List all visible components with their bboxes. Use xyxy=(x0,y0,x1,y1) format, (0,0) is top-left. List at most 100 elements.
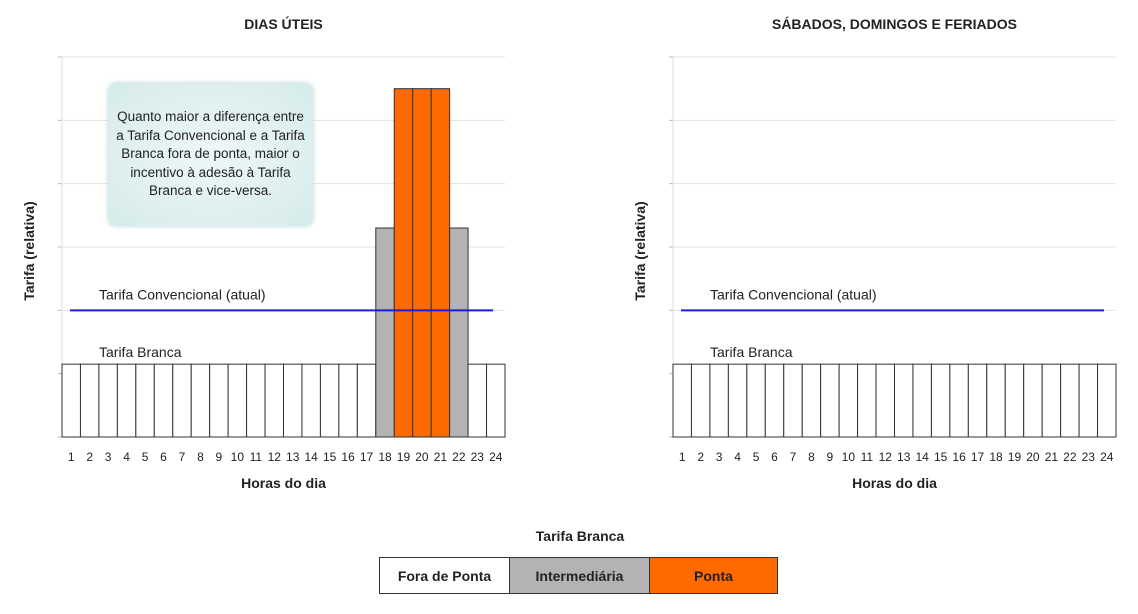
x-tick-label: 9 xyxy=(216,450,223,464)
x-tick-label: 17 xyxy=(360,450,374,464)
x-tick-label: 24 xyxy=(489,450,503,464)
legend-item-ponta: Ponta xyxy=(650,558,777,593)
x-tick-label: 17 xyxy=(971,450,985,464)
bar-hour-20 xyxy=(1023,363,1043,438)
x-tick-label: 22 xyxy=(452,450,466,464)
x-tick-label: 8 xyxy=(808,450,815,464)
x-tick-label: 20 xyxy=(415,450,429,464)
x-axis-label: Horas do dia xyxy=(241,475,326,491)
x-tick-label: 5 xyxy=(753,450,760,464)
x-tick-label: 4 xyxy=(123,450,130,464)
bar-hour-18 xyxy=(375,227,395,438)
bar-hour-17 xyxy=(356,363,377,438)
bar-hour-2 xyxy=(79,363,100,438)
bar-hour-21 xyxy=(430,88,451,438)
x-tick-label: 20 xyxy=(1026,450,1040,464)
bar-hour-7 xyxy=(172,363,192,438)
bar-hour-18 xyxy=(986,363,1006,438)
x-tick-label: 19 xyxy=(397,450,411,464)
x-tick-label: 13 xyxy=(897,450,911,464)
x-tick-label: 15 xyxy=(323,450,337,464)
y-axis-label: Tarifa (relativa) xyxy=(21,201,37,300)
bar-hour-11 xyxy=(246,363,266,438)
x-tick-label: 7 xyxy=(790,450,797,464)
reference-line-label: Tarifa Convencional (atual) xyxy=(99,286,266,302)
x-tick-label: 11 xyxy=(250,450,263,464)
bar-hour-10 xyxy=(227,363,248,438)
y-axis-label: Tarifa (relativa) xyxy=(632,201,648,300)
bar-hour-23 xyxy=(1078,363,1099,438)
bar-hour-12 xyxy=(264,363,284,438)
x-tick-label: 4 xyxy=(734,450,741,464)
x-tick-label: 8 xyxy=(197,450,204,464)
reference-line-label: Tarifa Convencional (atual) xyxy=(710,286,877,302)
bar-hour-12 xyxy=(875,363,896,438)
bar-hour-3 xyxy=(709,363,729,438)
annotation-text: Quanto maior a diferença entre a Tarifa … xyxy=(116,109,305,199)
x-tick-label: 6 xyxy=(771,450,778,464)
bar-hour-16 xyxy=(949,363,969,438)
x-tick-label: 23 xyxy=(1082,450,1096,464)
x-tick-label: 2 xyxy=(86,450,93,464)
bar-hour-21 xyxy=(1041,363,1062,438)
x-tick-label: 19 xyxy=(1008,450,1022,464)
annotation-box: Quanto maior a diferença entre a Tarifa … xyxy=(108,83,313,226)
x-tick-label: 21 xyxy=(434,450,448,464)
series-label-tarifa-branca: Tarifa Branca xyxy=(710,344,793,360)
x-tick-label: 18 xyxy=(378,450,392,464)
bar-hour-9 xyxy=(820,363,840,438)
x-tick-label: 7 xyxy=(179,450,186,464)
bar-hour-20 xyxy=(412,88,432,438)
bar-hour-23 xyxy=(467,363,488,438)
bar-hour-1 xyxy=(61,363,81,438)
x-axis-label: Horas do dia xyxy=(852,475,937,491)
x-tick-label: 2 xyxy=(697,450,704,464)
bar-hour-15 xyxy=(930,363,951,438)
x-tick-label: 5 xyxy=(142,450,149,464)
bar-hour-24 xyxy=(486,363,506,438)
bar-hour-8 xyxy=(190,363,211,438)
legend-item-fora-de-ponta: Fora de Ponta xyxy=(380,558,510,593)
x-tick-label: 22 xyxy=(1063,450,1077,464)
bar-hour-6 xyxy=(764,363,785,438)
bar-hour-13 xyxy=(283,363,303,438)
x-tick-label: 6 xyxy=(160,450,167,464)
bar-hour-2 xyxy=(690,363,711,438)
bar-hour-4 xyxy=(116,363,137,438)
x-tick-label: 10 xyxy=(842,450,856,464)
bar-hour-5 xyxy=(135,363,155,438)
x-tick-label: 13 xyxy=(286,450,300,464)
bar-hour-16 xyxy=(338,363,358,438)
x-tick-label: 24 xyxy=(1100,450,1114,464)
series-label-tarifa-branca: Tarifa Branca xyxy=(99,344,182,360)
x-tick-label: 12 xyxy=(879,450,893,464)
legend-item-intermediaria: Intermediária xyxy=(510,558,650,593)
x-tick-label: 14 xyxy=(916,450,930,464)
bar-hour-19 xyxy=(1004,363,1025,438)
x-tick-label: 3 xyxy=(105,450,112,464)
chart-title-weekdays: DIAS ÚTEIS xyxy=(244,16,323,32)
bar-hour-8 xyxy=(801,363,822,438)
legend: Fora de Ponta Intermediária Ponta xyxy=(379,557,778,594)
chart-title-weekends: SÁBADOS, DOMINGOS E FERIADOS xyxy=(771,16,1018,32)
bar-hour-13 xyxy=(894,363,914,438)
x-tick-label: 10 xyxy=(231,450,245,464)
bar-hour-5 xyxy=(746,363,766,438)
x-tick-label: 1 xyxy=(679,450,686,464)
bar-hour-9 xyxy=(209,363,229,438)
x-tick-label: 12 xyxy=(268,450,282,464)
x-tick-label: 14 xyxy=(305,450,319,464)
bar-hour-19 xyxy=(393,88,414,438)
bar-hour-11 xyxy=(857,363,877,438)
x-tick-label: 15 xyxy=(934,450,948,464)
bar-hour-3 xyxy=(98,363,118,438)
bar-hour-17 xyxy=(967,363,988,438)
x-tick-label: 16 xyxy=(952,450,966,464)
x-tick-label: 23 xyxy=(471,450,485,464)
x-tick-label: 16 xyxy=(341,450,355,464)
bar-hour-15 xyxy=(319,363,340,438)
bar-hour-22 xyxy=(449,227,469,438)
x-tick-label: 18 xyxy=(989,450,1003,464)
x-tick-label: 3 xyxy=(716,450,723,464)
